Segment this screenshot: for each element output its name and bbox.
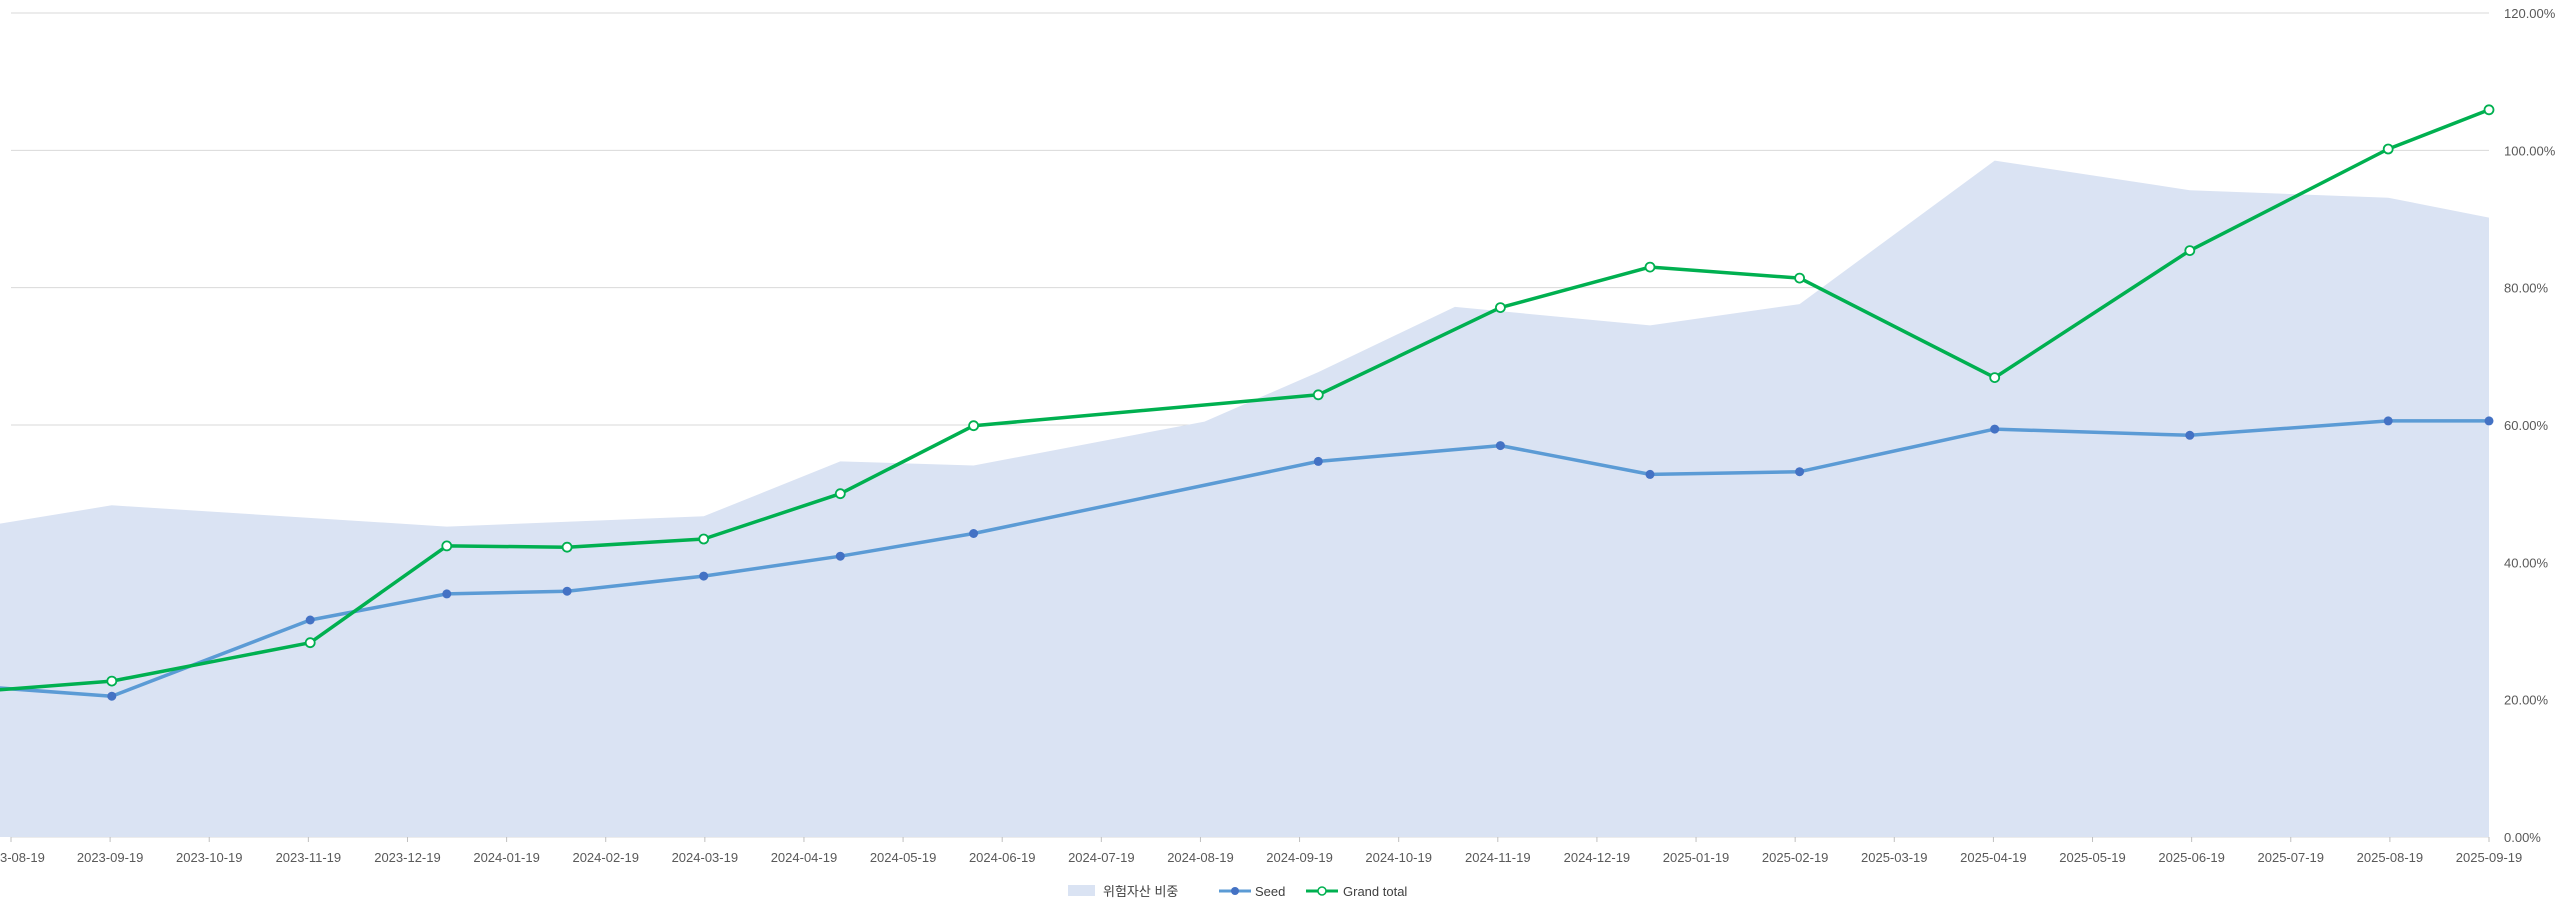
point-grand-total [2184, 245, 2196, 257]
x-tick-label: 2023-12-19 [374, 850, 441, 865]
area-risk-asset-ratio [0, 160, 2489, 837]
x-tick-label: 2024-05-19 [870, 850, 937, 865]
legend-marker-seed [1231, 887, 1239, 895]
legend-label-seed: Seed [1255, 884, 1285, 899]
x-tick-label: 2024-01-19 [473, 850, 540, 865]
point-grand-total [106, 675, 118, 687]
point-seed [562, 586, 572, 596]
y-tick-label: 80.00% [2504, 281, 2549, 296]
legend-label-area: 위험자산 비중 [1103, 884, 1178, 899]
legend-label-grand-total: Grand total [1343, 884, 1407, 899]
x-tick-label: 2025-06-19 [2158, 850, 2225, 865]
series-line-grand-total [0, 108, 2490, 692]
x-tick-label: 2024-10-19 [1365, 850, 1432, 865]
point-grand-total [2483, 104, 2495, 116]
y-tick-label: 40.00% [2504, 555, 2549, 570]
point-grand-total [441, 540, 453, 552]
point-grand-total [561, 541, 573, 553]
x-tick-label: 2025-09-19 [2456, 850, 2523, 865]
x-tick-label: 2024-02-19 [572, 850, 639, 865]
series-line-seed [0, 419, 2489, 698]
x-tick-label: 2024-06-19 [969, 850, 1036, 865]
x-tick-label: 2025-07-19 [2258, 850, 2325, 865]
legend: 위험자산 비중 Seed Grand total [1068, 884, 1407, 899]
y-tick-label: 0.00% [2504, 830, 2541, 845]
point-seed [107, 691, 117, 701]
x-tick-label: 3-08-19 [0, 850, 45, 865]
x-tick-label: 2025-02-19 [1762, 850, 1829, 865]
point-grand-total [834, 488, 846, 500]
x-tick-label: 2024-03-19 [672, 850, 739, 865]
line-series [0, 104, 2495, 701]
x-tick-label: 2024-12-19 [1564, 850, 1631, 865]
point-grand-total [1312, 389, 1324, 401]
x-tick-label: 2024-09-19 [1266, 850, 1333, 865]
point-grand-total [1989, 372, 2001, 384]
legend-marker-grand-total [1317, 886, 1327, 896]
point-seed [1645, 469, 1655, 479]
point-seed [969, 529, 979, 538]
point-seed [2383, 416, 2393, 426]
point-seed [2185, 430, 2195, 440]
point-seed [699, 571, 709, 581]
x-tick-label: 2025-04-19 [1960, 850, 2027, 865]
x-tick-label: 2024-08-19 [1167, 850, 1234, 865]
x-tick-label: 2025-01-19 [1663, 850, 1730, 865]
y-tick-label: 120.00% [2504, 6, 2556, 21]
point-seed [1495, 441, 1505, 451]
point-grand-total [2382, 143, 2394, 155]
point-grand-total [304, 637, 316, 649]
y-tick-label: 60.00% [2504, 418, 2549, 433]
area-series [0, 160, 2489, 837]
legend-swatch-area [1068, 885, 1095, 896]
point-grand-total [1644, 261, 1656, 273]
x-tick-label: 2023-11-19 [276, 850, 342, 865]
x-tick-label: 2024-07-19 [1068, 850, 1135, 865]
x-tick-label: 2023-09-19 [77, 850, 144, 865]
y-tick-label: 20.00% [2504, 693, 2549, 708]
point-seed [1990, 424, 2000, 434]
y-axis: 0.00% 20.00% 40.00% 60.00% 80.00% 100.00% 120.… [2504, 6, 2556, 845]
x-axis: 3-08-19 2023-09-19 2023-10-19 2023-11-19 202… [0, 837, 2522, 865]
x-tick-label: 2025-05-19 [2059, 850, 2126, 865]
point-seed [305, 615, 315, 625]
x-tick-label: 2025-03-19 [1861, 850, 1928, 865]
point-seed [2484, 416, 2494, 426]
point-seed [1795, 467, 1805, 477]
point-seed [835, 551, 845, 561]
point-grand-total [698, 533, 710, 545]
x-tick-label: 2024-04-19 [771, 850, 838, 865]
x-tick-label: 2024-11-19 [1465, 850, 1531, 865]
point-seed [1313, 456, 1323, 466]
point-grand-total [1794, 272, 1805, 284]
point-grand-total [1495, 302, 1506, 314]
x-tick-label: 2023-10-19 [176, 850, 243, 865]
x-tick-label: 2025-08-19 [2357, 850, 2424, 865]
y-tick-label: 100.00% [2504, 143, 2556, 158]
point-grand-total [968, 420, 979, 432]
point-seed [442, 589, 452, 599]
